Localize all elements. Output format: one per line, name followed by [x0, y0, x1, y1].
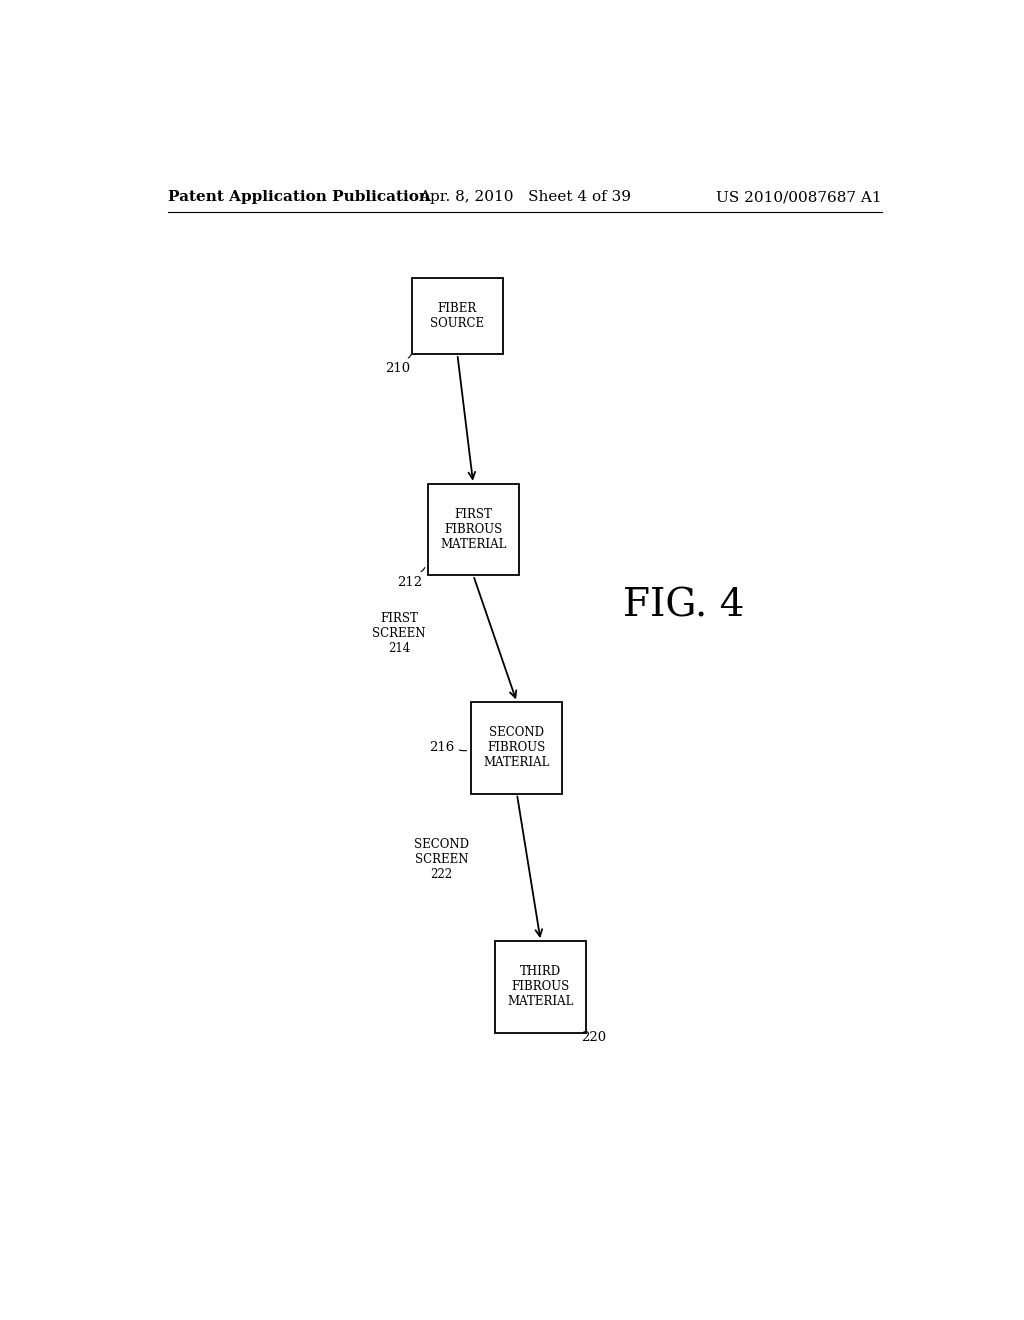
Text: FIRST
FIBROUS
MATERIAL: FIRST FIBROUS MATERIAL [440, 508, 507, 550]
Text: FIBER
SOURCE: FIBER SOURCE [430, 302, 484, 330]
Text: 212: 212 [397, 576, 422, 589]
Text: Patent Application Publication: Patent Application Publication [168, 190, 430, 205]
Text: 220: 220 [582, 1031, 606, 1044]
Bar [495, 941, 587, 1032]
Text: US 2010/0087687 A1: US 2010/0087687 A1 [717, 190, 882, 205]
Text: THIRD
FIBROUS
MATERIAL: THIRD FIBROUS MATERIAL [508, 965, 573, 1008]
Text: Apr. 8, 2010   Sheet 4 of 39: Apr. 8, 2010 Sheet 4 of 39 [419, 190, 631, 205]
Text: FIG. 4: FIG. 4 [623, 587, 744, 624]
Text: SECOND
SCREEN
222: SECOND SCREEN 222 [415, 838, 469, 882]
Bar [471, 702, 562, 793]
Text: 210: 210 [385, 362, 411, 375]
Text: FIRST
SCREEN
214: FIRST SCREEN 214 [372, 611, 426, 655]
Bar [412, 277, 503, 354]
Bar [428, 483, 519, 576]
Text: 216: 216 [429, 742, 454, 755]
Text: SECOND
FIBROUS
MATERIAL: SECOND FIBROUS MATERIAL [483, 726, 550, 770]
